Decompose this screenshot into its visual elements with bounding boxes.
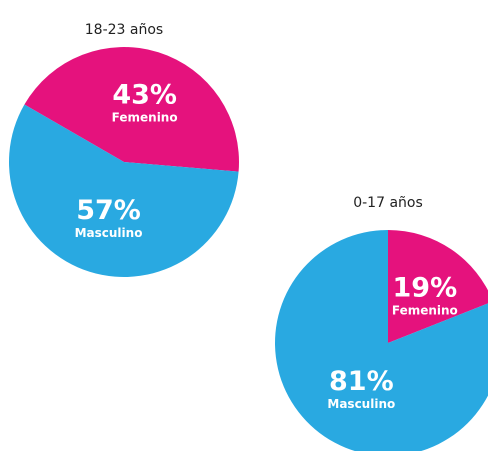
slice-category-label: Masculino: [327, 397, 395, 411]
chart-title: 18-23 años: [85, 22, 163, 38]
slice-value-label: 57%: [76, 195, 141, 226]
pie-slice: [8, 104, 239, 278]
chart-title: 0-17 años: [353, 195, 423, 211]
slice-category-label: Femenino: [392, 303, 458, 317]
pie-slice: [388, 230, 488, 343]
slice-value-label: 19%: [393, 272, 458, 303]
slice-value-label: 43%: [112, 80, 177, 111]
slice-category-label: Masculino: [75, 226, 143, 240]
pie-slice: [24, 47, 240, 172]
slice-category-label: Femenino: [112, 111, 178, 125]
slice-value-label: 81%: [329, 366, 394, 397]
pie-slice: [275, 230, 488, 451]
